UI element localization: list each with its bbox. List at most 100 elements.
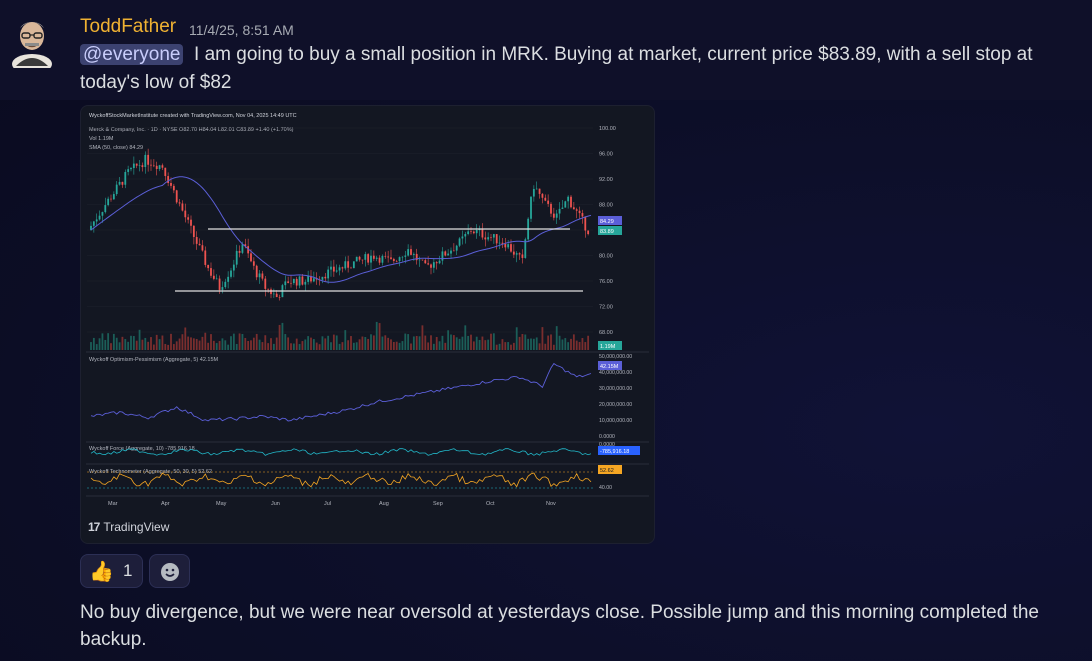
candle-body xyxy=(401,256,404,258)
reaction-thumbs-up[interactable]: 👍 1 xyxy=(80,554,143,588)
volume-bar xyxy=(547,335,550,350)
tech-badge xyxy=(598,465,622,474)
price-tick-label: 92.00 xyxy=(599,177,613,183)
volume-bar xyxy=(318,344,321,350)
op-tick-label: 10,000,000.00 xyxy=(599,418,632,424)
candle-body xyxy=(450,250,452,254)
candle-body xyxy=(427,263,430,265)
candle-body xyxy=(344,261,347,269)
volume-bar xyxy=(258,339,261,350)
candle-body xyxy=(107,198,110,206)
candle-body xyxy=(207,264,210,269)
volume-bar xyxy=(401,341,404,350)
volume-bar xyxy=(98,338,101,350)
month-label: May xyxy=(216,501,227,507)
volume-bar xyxy=(430,335,432,350)
volume-label: Vol 1.19M xyxy=(89,136,114,142)
volume-bar xyxy=(344,330,347,350)
volume-bar xyxy=(372,335,375,350)
month-label: Nov xyxy=(546,501,556,507)
candle-body xyxy=(235,250,238,265)
chart-image-embed[interactable]: WyckoffStockMarketInstitute created with… xyxy=(80,105,655,544)
volume-bar xyxy=(138,329,141,350)
volume-bar xyxy=(544,343,547,350)
candle-body xyxy=(384,256,387,257)
volume-bar xyxy=(581,338,584,350)
candle-body xyxy=(124,171,127,185)
candle-body xyxy=(238,250,241,253)
candle-body xyxy=(270,289,272,295)
volume-bar xyxy=(201,336,204,350)
user-avatar[interactable] xyxy=(10,14,54,68)
wyckoff-technometer-line xyxy=(90,472,592,488)
volume-bar xyxy=(475,336,478,350)
candle-body xyxy=(338,267,341,271)
volume-bar xyxy=(552,344,555,350)
sma-price-badge xyxy=(598,216,622,225)
candle-body xyxy=(438,260,441,264)
volume-bar xyxy=(292,343,295,350)
candle-body xyxy=(567,196,570,202)
volume-bar xyxy=(538,343,541,350)
candle-body xyxy=(304,281,307,285)
candle-body xyxy=(230,270,232,277)
op-tick-label: 0.0000 xyxy=(599,434,615,440)
username[interactable]: ToddFather xyxy=(80,16,177,37)
candle-body xyxy=(278,297,281,298)
volume-bar xyxy=(227,344,230,350)
volume-bar xyxy=(167,344,170,350)
volume-bar xyxy=(444,342,447,350)
candle-body xyxy=(215,278,218,280)
volume-bar xyxy=(215,343,218,350)
tradingview-logo: 17 TradingView xyxy=(88,520,169,534)
candle-body xyxy=(290,282,292,284)
volume-bar xyxy=(527,338,530,350)
candle-body xyxy=(452,250,455,252)
candle-body xyxy=(201,245,204,251)
candle-body xyxy=(312,278,315,282)
candle-body xyxy=(512,251,515,255)
volume-bar xyxy=(341,342,344,350)
volume-bar xyxy=(307,336,310,350)
candle-body xyxy=(307,275,310,282)
wyckoff-force-line xyxy=(90,448,592,456)
candle-body xyxy=(347,261,350,268)
volume-bar xyxy=(407,334,410,350)
month-label: Oct xyxy=(486,501,495,507)
volume-badge xyxy=(598,341,622,350)
volume-bar xyxy=(321,336,324,350)
candle-body xyxy=(395,260,398,262)
volume-bar xyxy=(121,336,124,350)
candle-body xyxy=(150,164,152,166)
candle-body xyxy=(447,253,450,256)
volume-bar xyxy=(95,344,98,350)
volume-bar xyxy=(450,334,452,350)
volume-bar xyxy=(370,334,372,350)
volume-bar xyxy=(235,343,238,350)
candle-body xyxy=(221,287,224,290)
price-tick-label: 100.00 xyxy=(599,126,616,132)
candle-body xyxy=(298,276,301,286)
volume-bar xyxy=(264,335,267,350)
volume-bar xyxy=(247,340,250,350)
tradingview-mark-icon: 17 xyxy=(88,520,100,534)
volume-bar xyxy=(492,333,495,350)
volume-bar xyxy=(198,340,201,350)
everyone-mention[interactable]: @everyone xyxy=(80,44,184,65)
volume-bar xyxy=(192,338,195,350)
volume-bar xyxy=(135,340,138,350)
volume-bar xyxy=(161,335,164,350)
volume-bar xyxy=(567,342,570,350)
add-reaction-button[interactable] xyxy=(149,554,190,588)
candle-body xyxy=(252,261,255,266)
close-price-badge xyxy=(598,226,622,235)
volume-bar xyxy=(541,327,544,350)
volume-bar xyxy=(281,322,284,350)
volume-bar xyxy=(455,337,458,350)
volume-bar xyxy=(355,342,358,350)
candle-body xyxy=(430,264,432,268)
price-tick-label: 96.00 xyxy=(599,152,613,158)
volume-bar xyxy=(267,343,270,350)
volume-bar xyxy=(518,336,521,350)
candle-body xyxy=(224,281,227,288)
